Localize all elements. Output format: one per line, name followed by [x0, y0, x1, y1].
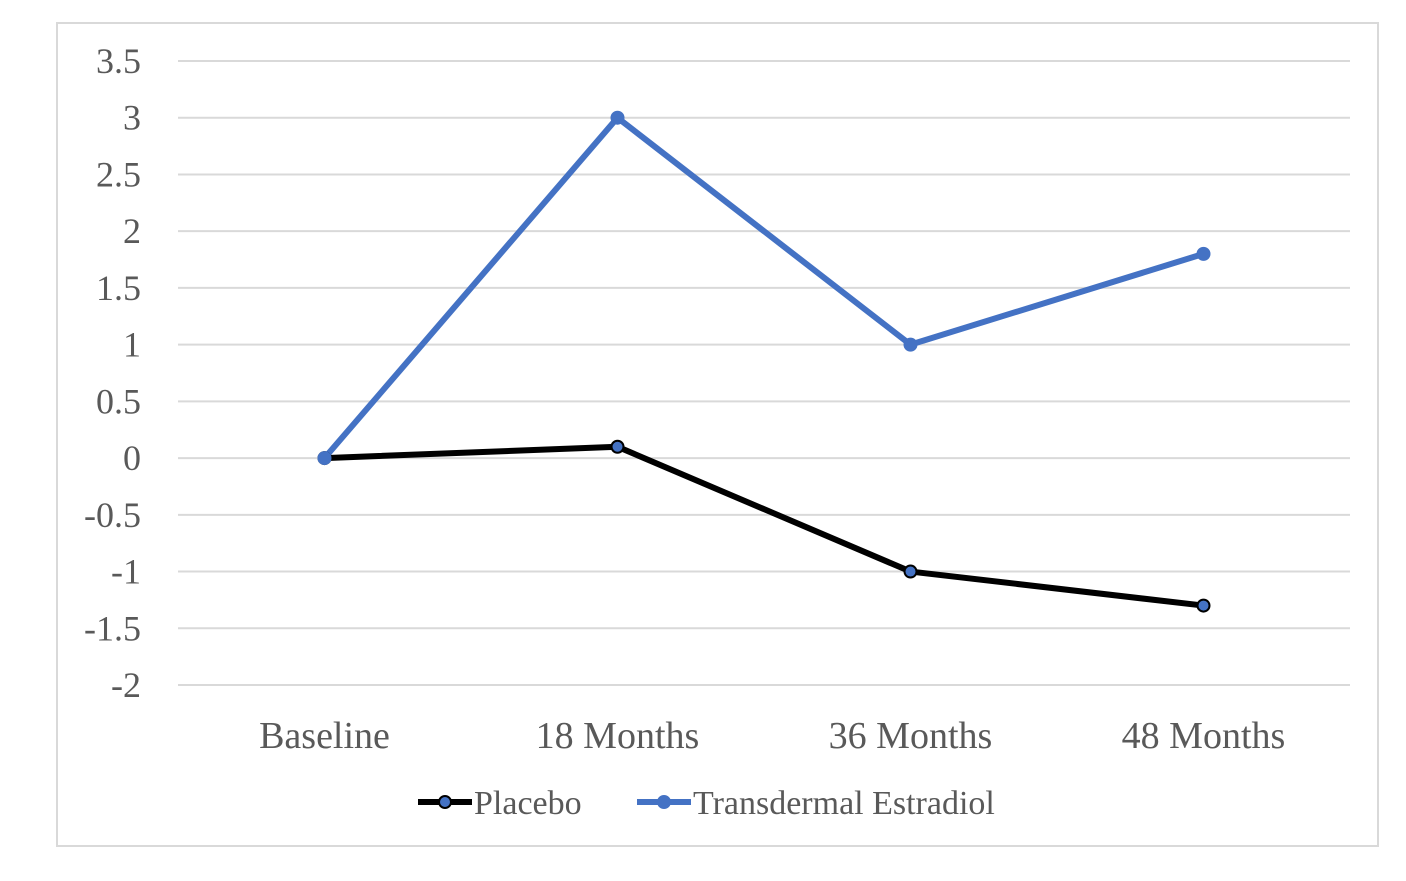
data-point: [1196, 598, 1211, 613]
x-tick-label: 36 Months: [829, 715, 993, 757]
y-tick-label: 2: [123, 211, 141, 251]
y-tick-label: -0.5: [84, 495, 141, 535]
legend-marker-1: [438, 795, 452, 809]
y-tick-label: 1.5: [96, 268, 141, 308]
y-tick-label: 0.5: [96, 381, 141, 421]
x-axis-ticks: Baseline 18 Months 36 Months 48 Months: [259, 715, 1285, 757]
chart-frame: [56, 22, 1379, 847]
legend: Placebo Transdermal Estradiol: [418, 785, 995, 822]
y-tick-label: -1: [111, 552, 141, 592]
x-tick-label: 48 Months: [1122, 715, 1286, 757]
legend-label: Transdermal Estradiol: [693, 785, 995, 822]
legend-label: Placebo: [474, 785, 582, 822]
y-tick-label: 0: [123, 438, 141, 478]
legend-marker-2: [657, 795, 671, 809]
x-tick-label: Baseline: [259, 715, 390, 757]
y-tick-label: 1: [123, 325, 141, 365]
data-point: [903, 564, 918, 579]
data-point: [1196, 246, 1211, 261]
data-point: [903, 337, 918, 352]
y-tick-label: -2: [111, 665, 141, 705]
x-tick-label: 18 Months: [536, 715, 700, 757]
series-line-1: [321, 443, 1207, 609]
gridlines: [178, 60, 1350, 686]
data-point: [610, 439, 625, 454]
y-axis-ticks: 3.5 3 2.5 2 1.5 1 0.5 0 -0.5 -1 -1.5 -2: [84, 41, 141, 705]
series-lines: [317, 110, 1211, 613]
data-point: [610, 110, 625, 125]
data-point: [317, 451, 332, 466]
y-tick-label: -1.5: [84, 608, 141, 648]
y-tick-label: 3.5: [96, 41, 141, 81]
y-tick-label: 2.5: [96, 154, 141, 194]
y-tick-label: 3: [123, 98, 141, 138]
series-line-2: [321, 114, 1207, 462]
